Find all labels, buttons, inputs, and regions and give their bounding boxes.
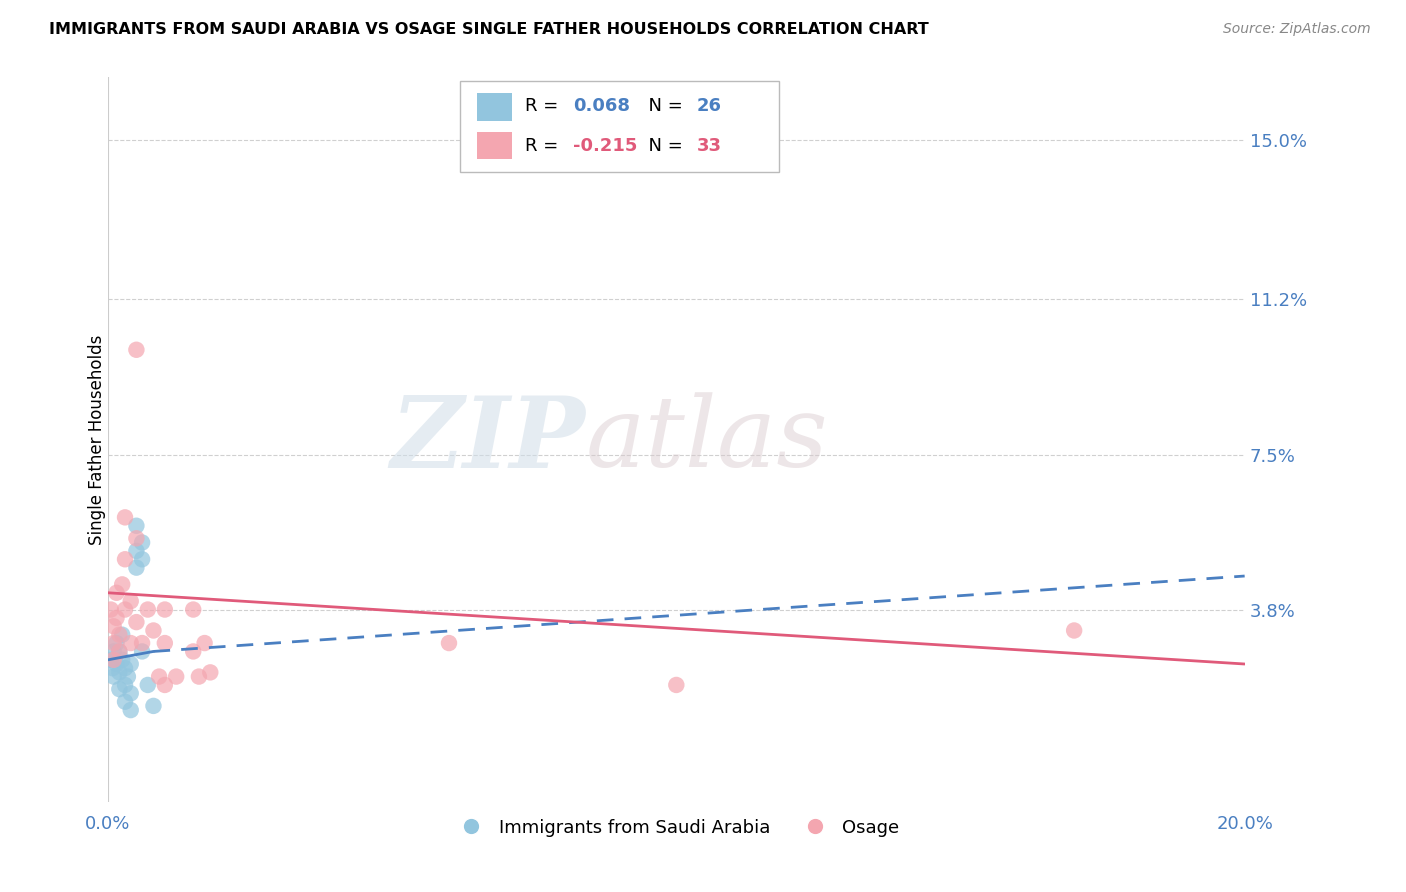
Point: [111, 628, 134, 642]
Point: [120, 657, 142, 671]
Point: [108, 644, 131, 658]
Point: [108, 644, 131, 658]
Point: [100, 602, 122, 616]
Point: [100, 653, 122, 667]
Point: [111, 577, 134, 591]
Text: IMMIGRANTS FROM SAUDI ARABIA VS OSAGE SINGLE FATHER HOUSEHOLDS CORRELATION CHART: IMMIGRANTS FROM SAUDI ARABIA VS OSAGE SI…: [49, 22, 929, 37]
Point: [153, 636, 176, 650]
Point: [111, 653, 134, 667]
Point: [108, 665, 131, 680]
Text: Source: ZipAtlas.com: Source: ZipAtlas.com: [1223, 22, 1371, 37]
Point: [114, 552, 136, 566]
Point: [105, 657, 128, 671]
Text: R =: R =: [526, 97, 564, 115]
FancyBboxPatch shape: [460, 81, 779, 171]
Point: [125, 343, 148, 357]
Point: [103, 636, 125, 650]
Point: [120, 594, 142, 608]
Point: [108, 682, 131, 697]
Point: [181, 644, 204, 658]
Legend: Immigrants from Saudi Arabia, Osage: Immigrants from Saudi Arabia, Osage: [446, 812, 907, 844]
Text: 26: 26: [697, 97, 721, 115]
Point: [105, 586, 128, 600]
Point: [131, 644, 153, 658]
Point: [1063, 624, 1085, 638]
Point: [187, 669, 209, 683]
FancyBboxPatch shape: [478, 94, 512, 121]
Point: [200, 665, 222, 680]
Point: [117, 669, 139, 683]
Text: atlas: atlas: [585, 392, 828, 488]
Point: [136, 602, 159, 616]
Point: [101, 661, 124, 675]
Text: R =: R =: [526, 136, 564, 154]
Point: [194, 636, 217, 650]
Text: ZIP: ZIP: [391, 392, 585, 488]
Text: N =: N =: [637, 97, 688, 115]
Point: [114, 678, 136, 692]
Point: [181, 602, 204, 616]
Point: [114, 510, 136, 524]
Point: [153, 602, 176, 616]
Point: [105, 611, 128, 625]
Point: [120, 686, 142, 700]
Point: [153, 678, 176, 692]
Point: [103, 653, 125, 667]
Point: [148, 669, 170, 683]
Point: [103, 619, 125, 633]
Point: [114, 602, 136, 616]
Point: [114, 661, 136, 675]
Point: [125, 615, 148, 629]
Point: [108, 628, 131, 642]
Point: [103, 669, 125, 683]
Point: [131, 535, 153, 549]
Point: [125, 531, 148, 545]
Point: [105, 636, 128, 650]
Text: 0.068: 0.068: [572, 97, 630, 115]
Point: [125, 544, 148, 558]
Point: [142, 698, 165, 713]
Point: [131, 552, 153, 566]
Point: [165, 669, 187, 683]
FancyBboxPatch shape: [478, 132, 512, 160]
Point: [125, 518, 148, 533]
Point: [125, 560, 148, 574]
Y-axis label: Single Father Households: Single Father Households: [89, 334, 105, 545]
Point: [120, 703, 142, 717]
Point: [142, 624, 165, 638]
Text: 33: 33: [697, 136, 721, 154]
Text: N =: N =: [637, 136, 688, 154]
Point: [120, 636, 142, 650]
Point: [665, 678, 688, 692]
Text: -0.215: -0.215: [572, 136, 637, 154]
Point: [136, 678, 159, 692]
Point: [103, 644, 125, 658]
Point: [131, 636, 153, 650]
Point: [114, 695, 136, 709]
Point: [437, 636, 460, 650]
